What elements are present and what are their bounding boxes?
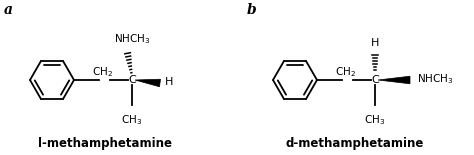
Text: l-methamphetamine: l-methamphetamine	[38, 137, 172, 150]
Text: a: a	[4, 3, 13, 17]
Text: NHCH$_3$: NHCH$_3$	[417, 72, 454, 86]
Text: H: H	[371, 38, 379, 48]
Text: C: C	[128, 75, 136, 85]
Text: d-methamphetamine: d-methamphetamine	[286, 137, 424, 150]
Text: b: b	[247, 3, 257, 17]
Text: CH$_3$: CH$_3$	[365, 113, 386, 127]
Text: CH$_3$: CH$_3$	[121, 113, 143, 127]
Polygon shape	[378, 76, 410, 84]
Text: CH$_2$: CH$_2$	[335, 65, 356, 79]
Text: CH$_2$: CH$_2$	[91, 65, 112, 79]
Text: NHCH$_3$: NHCH$_3$	[114, 32, 150, 46]
Polygon shape	[135, 79, 161, 87]
Text: C: C	[371, 75, 379, 85]
Text: H: H	[165, 77, 173, 87]
